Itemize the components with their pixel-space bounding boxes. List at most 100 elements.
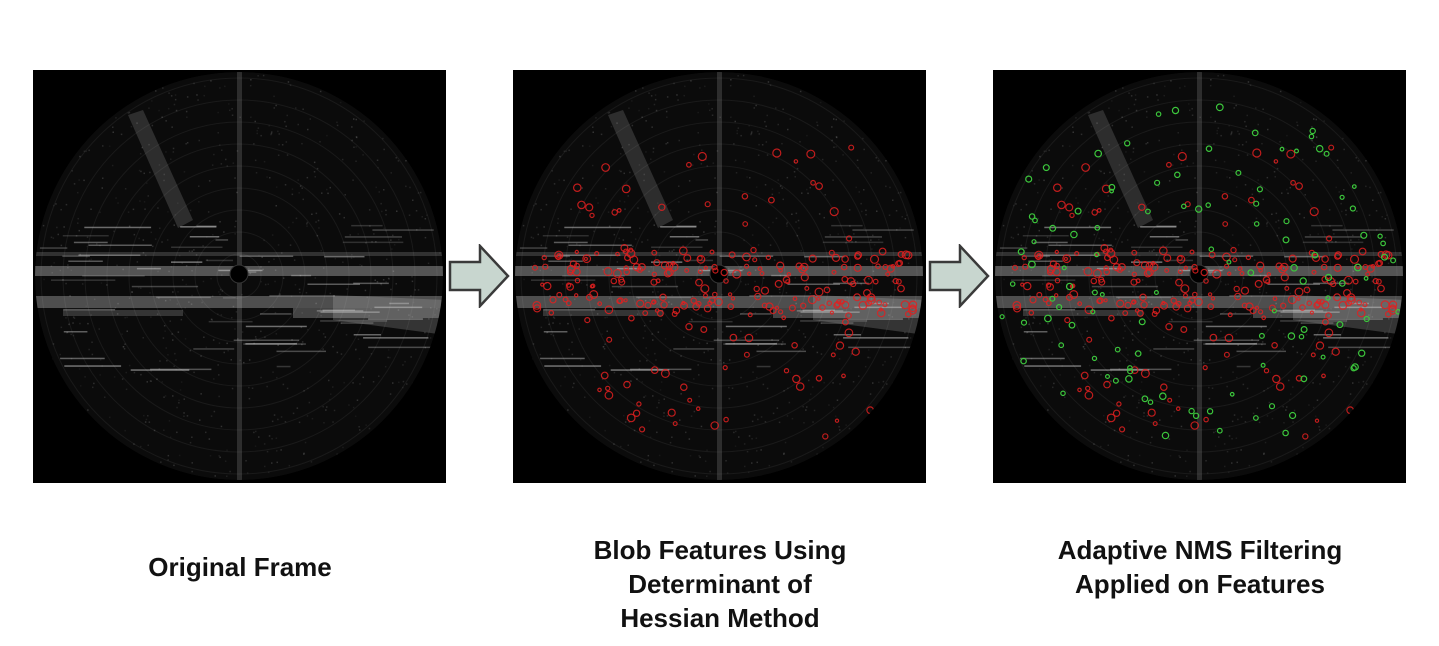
speckle [284,120,286,123]
speckle [285,125,287,128]
speckle [1132,395,1134,397]
speckle [219,456,221,459]
speckle [851,241,853,243]
speckle [1023,226,1025,228]
nms-feature-marker [1091,289,1098,296]
blob-feature-marker [1167,397,1173,403]
echo-streak [51,279,116,281]
speckle [690,277,692,280]
blob-feature-marker [1192,267,1199,274]
speckle [740,266,742,268]
speckle [157,270,159,273]
speckle [885,160,887,162]
speckle [530,265,533,267]
speckle [1093,371,1096,374]
speckle [791,213,793,215]
speckle [319,90,322,93]
speckle [268,471,270,474]
speckle [272,306,274,308]
speckle [419,227,421,229]
speckle [1238,143,1240,146]
speckle [263,443,266,445]
speckle [838,426,840,428]
blob-feature-marker [1288,254,1297,263]
speckle [274,280,276,283]
speckle [71,170,73,172]
speckle [736,132,738,135]
speckle [884,360,886,363]
blob-feature-marker [704,201,711,208]
speckle [542,279,544,281]
speckle [890,356,892,358]
blob-feature-marker [1326,235,1333,242]
blob-feature-marker [1249,307,1257,315]
speckle [196,94,198,96]
speckle [326,406,328,408]
speckle [559,253,561,256]
speckle [306,221,309,224]
blob-feature-marker [1152,306,1161,315]
blob-feature-marker [845,312,852,320]
original-frame-image [33,70,446,483]
speckle [1216,129,1218,132]
echo-streak [189,236,220,238]
speckle [271,131,273,133]
speckle [430,307,432,309]
speckle [890,295,892,297]
speckle [1072,131,1074,133]
speckle [771,193,774,196]
speckle [1003,278,1005,281]
speckle [1246,154,1249,156]
sonar-ring [1154,231,1244,321]
speckle [748,261,750,263]
speckle [93,298,96,301]
blob-feature-marker [744,263,750,269]
speckle [549,295,551,297]
speckle [364,289,367,292]
speckle [1096,122,1098,124]
speckle [328,398,331,401]
speckle [1140,381,1143,383]
speckle [235,220,237,222]
speckle [1259,274,1262,277]
speckle [536,226,538,229]
speckle [380,202,382,205]
speckle [102,177,104,179]
speckle [787,328,789,331]
blob-feature-marker [660,369,670,379]
blob-feature-marker [747,312,753,318]
speckle [217,364,219,366]
nms-feature-marker [1058,342,1065,349]
echo-streak [749,295,815,297]
speckle [580,282,583,284]
speckle [261,256,263,258]
speckle [396,210,398,212]
speckle [85,305,87,307]
speckle [568,259,571,261]
speckle [1138,402,1140,404]
speckle [402,380,405,383]
speckle [1053,382,1055,385]
speckle [800,314,802,317]
speckle [751,462,753,464]
echo-streak [802,309,835,311]
speckle [317,219,320,222]
speckle [532,237,535,239]
speckle [796,167,799,170]
speckle [206,236,208,238]
nms-feature-marker [1360,231,1368,239]
echo-streak [1311,224,1343,227]
echo-streak [562,275,625,277]
speckle [899,191,902,194]
speckle [121,333,123,335]
speckle [254,159,257,162]
speckle [1127,354,1129,356]
speckle [1253,259,1256,261]
speckle [307,128,309,131]
speckle [326,134,328,137]
speckle [864,365,867,368]
speckle [818,213,821,215]
nms-feature-marker [1032,217,1038,224]
speckle [665,283,667,286]
speckle [649,320,651,322]
